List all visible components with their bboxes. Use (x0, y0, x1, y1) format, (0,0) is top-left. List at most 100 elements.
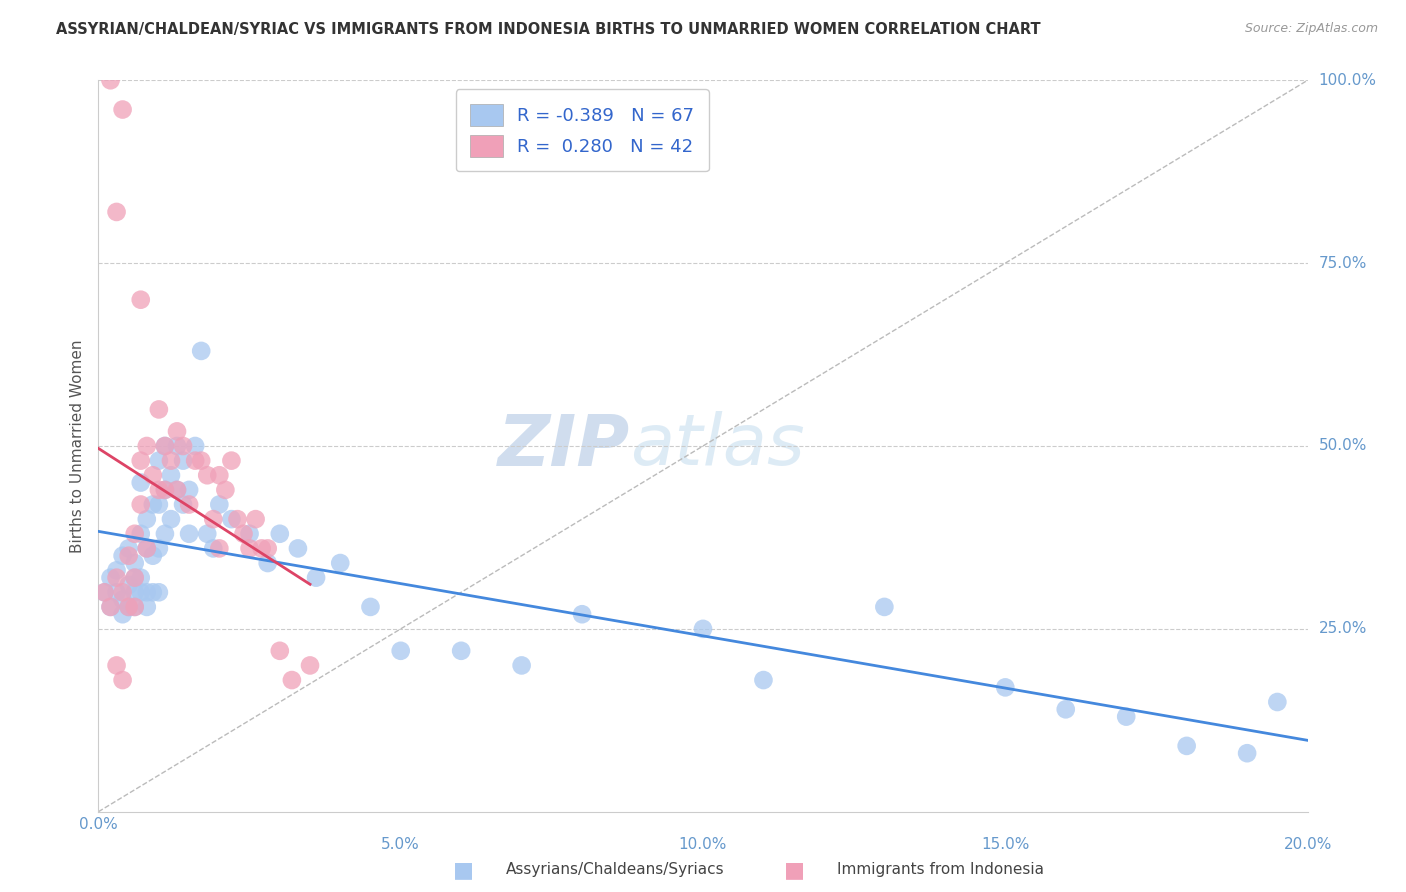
Point (752, 673, 775, 687)
Point (148, 402, 170, 417)
Point (105, 205, 128, 219)
Point (105, 563, 128, 577)
Point (124, 585, 146, 599)
Point (111, 673, 134, 687)
Point (93, 585, 115, 599)
Text: 50.0%: 50.0% (1319, 439, 1367, 453)
Point (1236, 746, 1258, 760)
Point (214, 483, 236, 497)
Point (571, 607, 593, 622)
Point (166, 483, 188, 497)
Point (93, 585, 115, 599)
Point (177, 526, 201, 541)
Point (148, 498, 170, 512)
Point (166, 483, 188, 497)
Point (124, 556, 146, 570)
Point (129, 293, 152, 307)
Point (172, 439, 194, 453)
Point (226, 512, 249, 526)
Point (118, 599, 141, 614)
Point (299, 658, 322, 673)
Point (202, 512, 225, 526)
Point (111, 585, 134, 599)
Point (177, 498, 201, 512)
Point (256, 556, 278, 570)
Point (305, 571, 328, 585)
Point (153, 483, 176, 497)
Point (124, 571, 146, 585)
Point (111, 103, 134, 117)
Point (129, 453, 152, 467)
Text: ■: ■ (454, 860, 474, 880)
Point (135, 585, 157, 599)
Point (148, 541, 170, 556)
Point (135, 541, 157, 556)
Point (105, 585, 128, 599)
Point (1054, 702, 1077, 716)
Point (100, 73, 122, 87)
Point (118, 549, 141, 563)
Point (994, 681, 1017, 695)
Point (208, 468, 231, 483)
Point (177, 483, 201, 497)
Point (142, 468, 165, 483)
Point (129, 475, 152, 490)
Point (111, 592, 134, 607)
Point (135, 512, 157, 526)
Point (221, 453, 243, 467)
Legend: R = -0.389   N = 67, R =  0.280   N = 42: R = -0.389 N = 67, R = 0.280 N = 42 (456, 89, 709, 171)
Point (148, 585, 170, 599)
Point (239, 541, 262, 556)
Point (184, 439, 207, 453)
Point (135, 541, 157, 556)
Point (250, 541, 273, 556)
Point (160, 453, 183, 467)
Point (111, 607, 134, 622)
Point (124, 526, 146, 541)
Text: 25.0%: 25.0% (1319, 622, 1367, 636)
Point (360, 599, 382, 614)
Point (1265, 695, 1288, 709)
Point (118, 578, 141, 592)
Point (692, 622, 714, 636)
Point (100, 571, 122, 585)
Text: 15.0%: 15.0% (981, 837, 1029, 852)
Point (118, 541, 141, 556)
Text: 100.0%: 100.0% (1319, 73, 1376, 87)
Point (129, 571, 152, 585)
Point (245, 512, 267, 526)
Text: 75.0%: 75.0% (1319, 256, 1367, 270)
Point (148, 483, 170, 497)
Point (221, 512, 243, 526)
Point (510, 658, 533, 673)
Point (129, 526, 152, 541)
Point (256, 541, 278, 556)
Text: 10.0%: 10.0% (679, 837, 727, 852)
Point (208, 541, 231, 556)
Point (172, 498, 194, 512)
Point (135, 599, 157, 614)
Point (142, 585, 165, 599)
Point (153, 439, 176, 453)
Point (190, 453, 212, 467)
Point (281, 673, 304, 687)
Point (269, 644, 291, 658)
Point (190, 343, 212, 358)
Point (329, 556, 352, 570)
Point (153, 526, 176, 541)
Point (153, 483, 176, 497)
Point (100, 599, 122, 614)
Text: 5.0%: 5.0% (381, 837, 420, 852)
Point (118, 599, 141, 614)
Text: ASSYRIAN/CHALDEAN/SYRIAC VS IMMIGRANTS FROM INDONESIA BIRTHS TO UNMARRIED WOMEN : ASSYRIAN/CHALDEAN/SYRIAC VS IMMIGRANTS F… (56, 22, 1040, 37)
Point (172, 453, 194, 467)
Point (1175, 739, 1198, 753)
Text: atlas: atlas (630, 411, 806, 481)
Point (208, 498, 231, 512)
Point (142, 498, 165, 512)
Text: Source: ZipAtlas.com: Source: ZipAtlas.com (1244, 22, 1378, 36)
Y-axis label: Births to Unmarried Women: Births to Unmarried Women (70, 339, 86, 553)
Point (111, 549, 134, 563)
Point (232, 526, 254, 541)
Point (129, 498, 152, 512)
